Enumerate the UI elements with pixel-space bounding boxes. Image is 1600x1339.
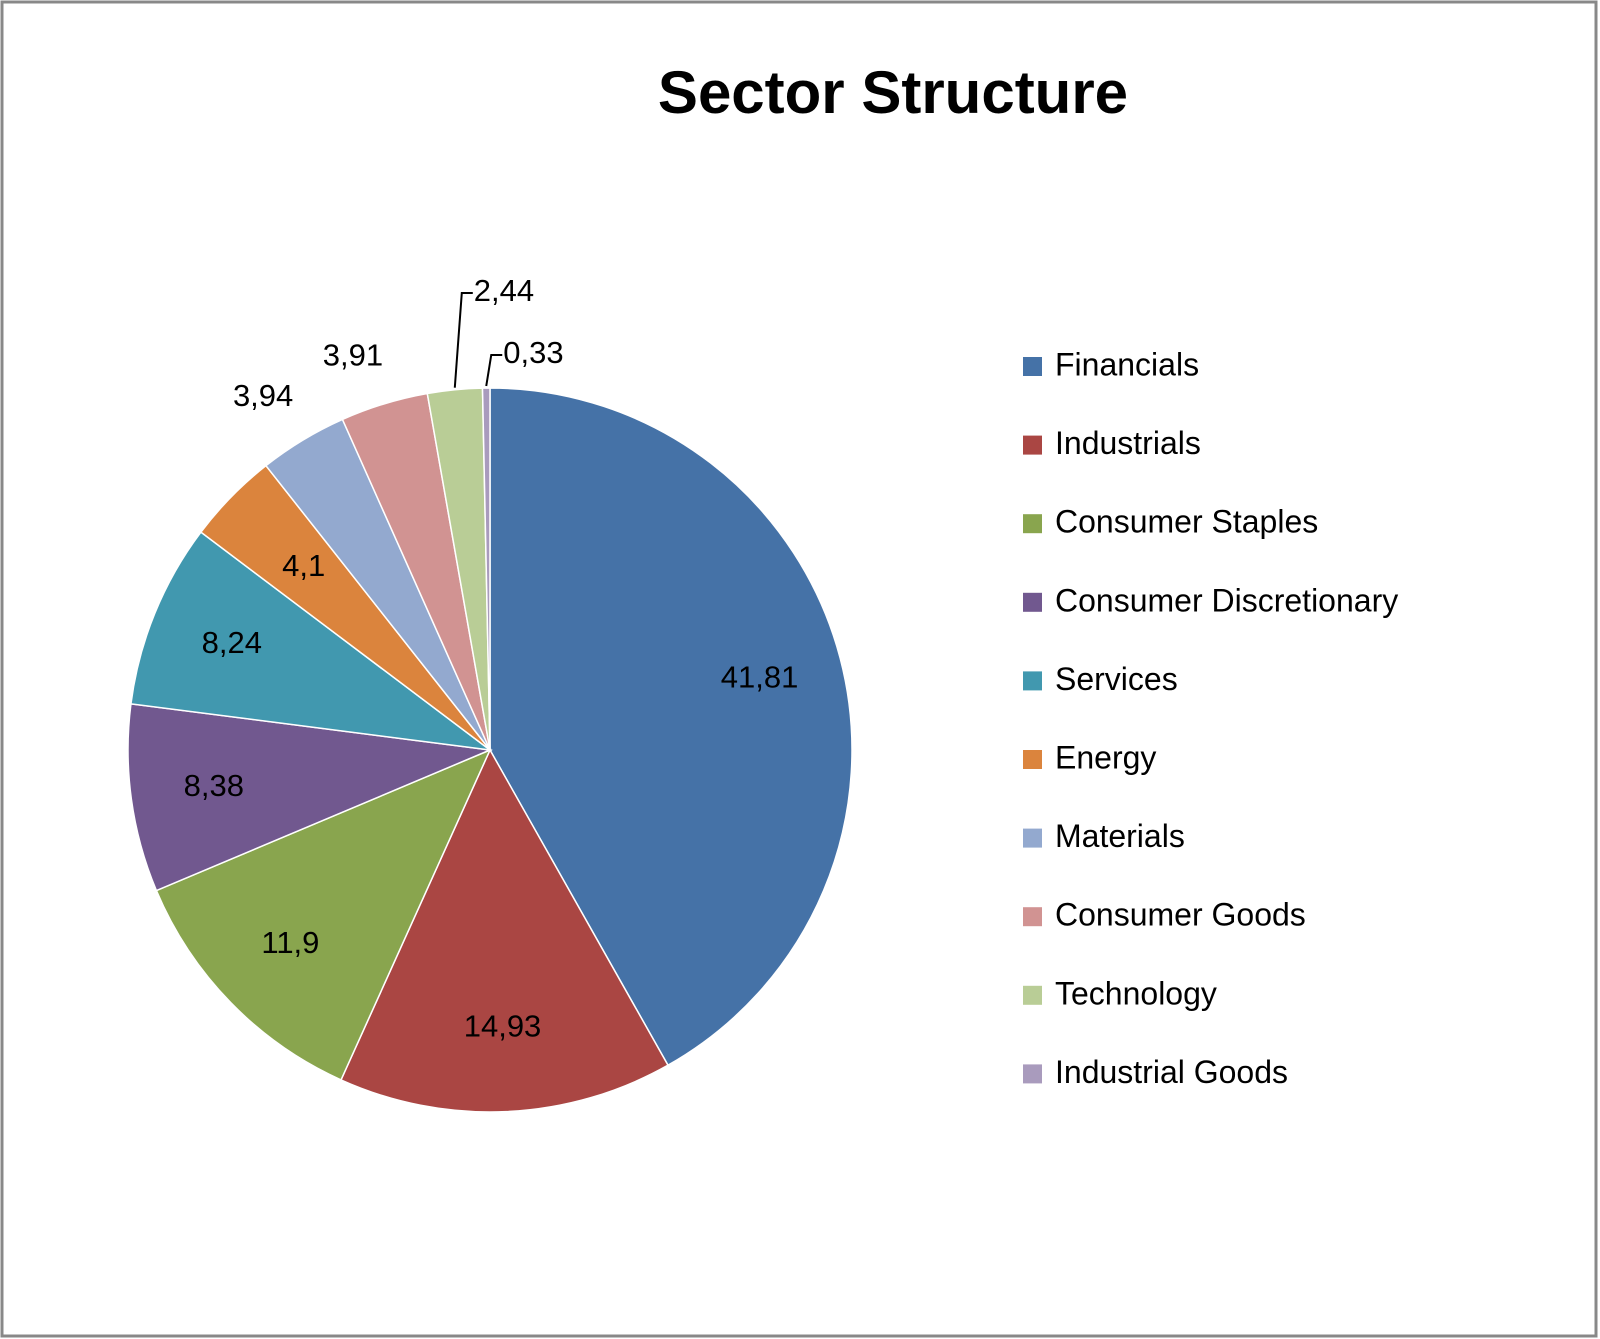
legend-label: Energy bbox=[1055, 739, 1156, 775]
legend-label: Industrial Goods bbox=[1055, 1054, 1288, 1090]
data-label: 8,24 bbox=[202, 625, 262, 660]
legend-swatch bbox=[1023, 357, 1042, 376]
legend-label: Financials bbox=[1055, 346, 1199, 382]
data-label: 8,38 bbox=[184, 768, 244, 803]
legend-swatch bbox=[1023, 592, 1042, 612]
legend-label: Consumer Discretionary bbox=[1055, 582, 1398, 618]
leader-line bbox=[485, 354, 503, 387]
legend-swatch bbox=[1023, 985, 1042, 1005]
data-label: 4,1 bbox=[282, 548, 325, 583]
legend-swatch bbox=[1023, 907, 1042, 927]
data-label: 3,91 bbox=[323, 338, 383, 373]
legend-label: Materials bbox=[1055, 818, 1185, 854]
legend-swatch bbox=[1023, 750, 1042, 769]
legend-swatch bbox=[1023, 671, 1042, 691]
data-label: 3,94 bbox=[233, 378, 293, 413]
pie-slice bbox=[127, 702, 493, 892]
legend-label: Technology bbox=[1055, 975, 1217, 1011]
legend-swatch bbox=[1023, 514, 1042, 534]
legend-label: Services bbox=[1055, 661, 1178, 697]
legend-swatch bbox=[1023, 1064, 1042, 1084]
data-label: 41,81 bbox=[721, 659, 799, 694]
legend-label: Consumer Goods bbox=[1055, 897, 1306, 933]
data-label: 2,44 bbox=[474, 273, 534, 308]
chart-title: Sector Structure bbox=[658, 59, 1128, 126]
legend-swatch bbox=[1023, 435, 1042, 455]
pie-slice bbox=[155, 748, 492, 1081]
data-label: 11,9 bbox=[261, 925, 319, 960]
pie-slice bbox=[489, 387, 853, 1067]
pie-slice bbox=[130, 531, 493, 752]
leader-line bbox=[453, 292, 473, 388]
data-label: 14,93 bbox=[464, 1009, 542, 1044]
legend-swatch bbox=[1023, 828, 1042, 848]
pie-slice bbox=[340, 748, 670, 1113]
legend-label: Consumer Staples bbox=[1055, 504, 1318, 540]
data-label: 0,33 bbox=[503, 335, 563, 370]
pie-slice bbox=[481, 387, 491, 751]
legend-label: Industrials bbox=[1055, 425, 1201, 461]
